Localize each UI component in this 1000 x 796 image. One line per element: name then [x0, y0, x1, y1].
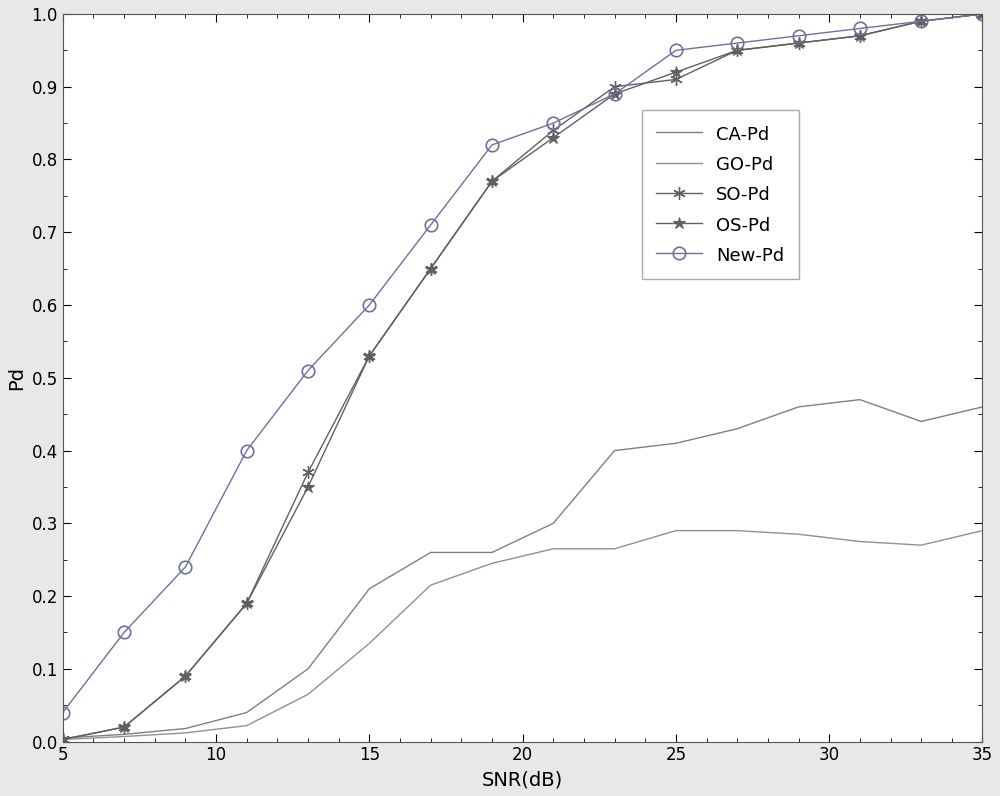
- GO-Pd: [302, 689, 314, 699]
- Line: SO-Pd: SO-Pd: [56, 8, 989, 746]
- OS-Pd: [854, 31, 866, 41]
- CA-Pd: [915, 416, 927, 426]
- OS-Pd: [915, 17, 927, 26]
- SO-Pd: [425, 263, 437, 273]
- New-Pd: [363, 300, 375, 310]
- New-Pd: [302, 365, 314, 375]
- New-Pd: [854, 24, 866, 33]
- SO-Pd: [57, 735, 69, 744]
- OS-Pd: [179, 671, 191, 681]
- GO-Pd: [118, 732, 130, 741]
- New-Pd: [57, 708, 69, 717]
- OS-Pd: [425, 263, 437, 273]
- CA-Pd: [57, 733, 69, 743]
- New-Pd: [425, 220, 437, 230]
- CA-Pd: [793, 402, 805, 412]
- OS-Pd: [976, 10, 988, 19]
- CA-Pd: [302, 664, 314, 673]
- OS-Pd: [363, 351, 375, 361]
- CA-Pd: [854, 395, 866, 404]
- CA-Pd: [118, 730, 130, 739]
- OS-Pd: [609, 89, 621, 99]
- OS-Pd: [547, 133, 559, 142]
- CA-Pd: [179, 724, 191, 733]
- New-Pd: [915, 17, 927, 26]
- Line: OS-Pd: OS-Pd: [56, 8, 989, 746]
- OS-Pd: [302, 482, 314, 492]
- Y-axis label: Pd: Pd: [7, 366, 26, 390]
- Line: New-Pd: New-Pd: [56, 8, 989, 719]
- New-Pd: [118, 628, 130, 638]
- OS-Pd: [731, 45, 743, 55]
- SO-Pd: [854, 31, 866, 41]
- GO-Pd: [57, 735, 69, 744]
- SO-Pd: [670, 75, 682, 84]
- CA-Pd: [609, 446, 621, 455]
- SO-Pd: [976, 10, 988, 19]
- New-Pd: [670, 45, 682, 55]
- CA-Pd: [976, 402, 988, 412]
- SO-Pd: [179, 671, 191, 681]
- SO-Pd: [547, 126, 559, 135]
- CA-Pd: [731, 424, 743, 434]
- New-Pd: [976, 10, 988, 19]
- SO-Pd: [609, 82, 621, 92]
- GO-Pd: [731, 526, 743, 536]
- GO-Pd: [793, 529, 805, 539]
- OS-Pd: [118, 722, 130, 732]
- Line: GO-Pd: GO-Pd: [63, 531, 982, 739]
- New-Pd: [179, 562, 191, 572]
- OS-Pd: [57, 735, 69, 744]
- GO-Pd: [670, 526, 682, 536]
- SO-Pd: [118, 722, 130, 732]
- New-Pd: [731, 38, 743, 48]
- GO-Pd: [547, 544, 559, 553]
- New-Pd: [547, 119, 559, 128]
- GO-Pd: [609, 544, 621, 553]
- New-Pd: [609, 89, 621, 99]
- GO-Pd: [976, 526, 988, 536]
- CA-Pd: [670, 439, 682, 448]
- GO-Pd: [915, 540, 927, 550]
- CA-Pd: [425, 548, 437, 557]
- CA-Pd: [241, 708, 253, 717]
- Legend: CA-Pd, GO-Pd, SO-Pd, OS-Pd, New-Pd: CA-Pd, GO-Pd, SO-Pd, OS-Pd, New-Pd: [642, 111, 799, 279]
- CA-Pd: [363, 584, 375, 594]
- OS-Pd: [241, 599, 253, 608]
- New-Pd: [486, 140, 498, 150]
- SO-Pd: [731, 45, 743, 55]
- OS-Pd: [793, 38, 805, 48]
- OS-Pd: [486, 177, 498, 186]
- New-Pd: [793, 31, 805, 41]
- GO-Pd: [363, 638, 375, 648]
- CA-Pd: [547, 518, 559, 528]
- GO-Pd: [486, 559, 498, 568]
- SO-Pd: [915, 17, 927, 26]
- SO-Pd: [302, 467, 314, 477]
- Line: CA-Pd: CA-Pd: [63, 400, 982, 738]
- New-Pd: [241, 446, 253, 455]
- GO-Pd: [241, 721, 253, 731]
- GO-Pd: [854, 537, 866, 546]
- CA-Pd: [486, 548, 498, 557]
- SO-Pd: [793, 38, 805, 48]
- SO-Pd: [363, 351, 375, 361]
- OS-Pd: [670, 68, 682, 77]
- GO-Pd: [425, 580, 437, 590]
- SO-Pd: [486, 177, 498, 186]
- X-axis label: SNR(dB): SNR(dB): [482, 770, 563, 789]
- GO-Pd: [179, 728, 191, 738]
- SO-Pd: [241, 599, 253, 608]
